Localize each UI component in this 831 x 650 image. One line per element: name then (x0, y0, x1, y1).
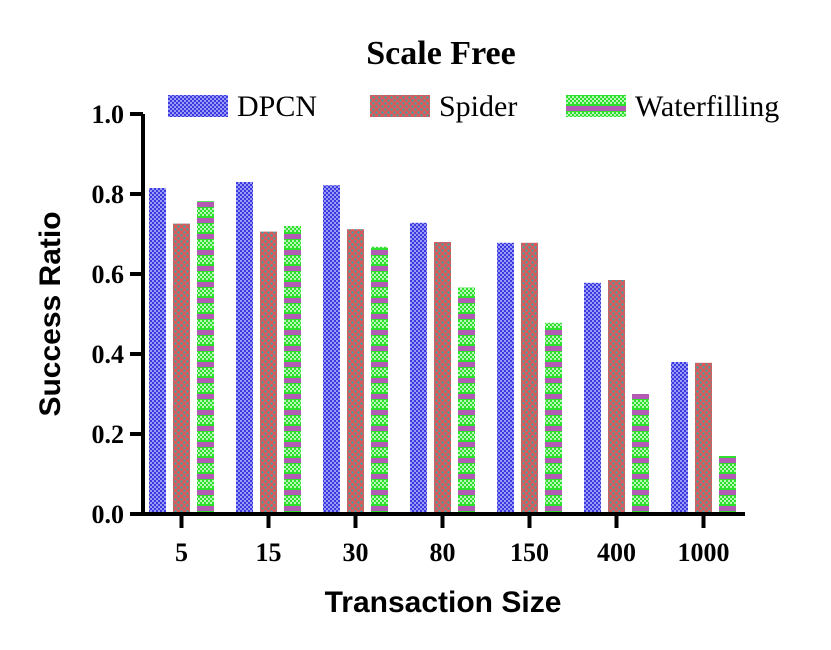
bar-waterfilling-400 (632, 394, 649, 514)
bar-dpcn-30 (323, 185, 340, 514)
bar-spider-1000 (695, 362, 712, 514)
legend-swatch-dpcn (168, 95, 228, 117)
y-tick-label: 0.8 (92, 180, 125, 209)
chart-title: Scale Free (366, 35, 515, 72)
bar-spider-400 (608, 280, 625, 514)
bar-spider-80 (434, 242, 451, 514)
bar-spider-15 (260, 231, 277, 514)
x-tick-label: 5 (175, 538, 188, 567)
bar-spider-5 (173, 223, 190, 514)
y-tick-label: 1.0 (92, 100, 125, 129)
bar-spider-150 (521, 242, 538, 515)
y-tick-label: 0.0 (92, 500, 125, 529)
bar-waterfilling-80 (458, 287, 475, 514)
legend-swatch-waterfilling (566, 95, 626, 117)
legend: DPCN Spider Waterfilling (168, 90, 779, 123)
y-ticks: 0.0 0.2 0.4 0.6 0.8 1.0 (92, 100, 143, 529)
legend-label-waterfilling: Waterfilling (635, 90, 779, 123)
bar-dpcn-15 (236, 182, 253, 514)
x-ticks: 5 15 30 80 150 400 1000 (175, 514, 730, 567)
bar-dpcn-1000 (671, 362, 688, 514)
y-axis-label: Success Ratio (34, 211, 67, 416)
x-axis-label: Transaction Size (325, 586, 562, 619)
legend-swatch-spider (370, 95, 430, 117)
y-tick-label: 0.6 (92, 260, 125, 289)
x-tick-label: 15 (256, 538, 282, 567)
bar-spider-30 (347, 229, 364, 514)
legend-label-dpcn: DPCN (237, 90, 317, 123)
x-tick-label: 80 (430, 538, 456, 567)
bar-waterfilling-5 (197, 201, 214, 514)
legend-label-spider: Spider (439, 90, 517, 123)
x-tick-label: 1000 (678, 538, 730, 567)
bar-dpcn-150 (497, 242, 514, 515)
bar-waterfilling-15 (284, 226, 301, 514)
y-tick-label: 0.4 (92, 340, 125, 369)
bar-waterfilling-30 (371, 246, 388, 515)
bar-dpcn-80 (410, 222, 427, 515)
bar-waterfilling-1000 (719, 456, 736, 514)
bar-dpcn-5 (149, 188, 166, 514)
bars (149, 182, 736, 515)
bar-waterfilling-150 (545, 322, 562, 514)
bar-dpcn-400 (584, 282, 601, 514)
y-tick-label: 0.2 (92, 420, 125, 449)
x-tick-label: 400 (597, 538, 636, 567)
x-tick-label: 150 (510, 538, 549, 567)
x-tick-label: 30 (343, 538, 369, 567)
